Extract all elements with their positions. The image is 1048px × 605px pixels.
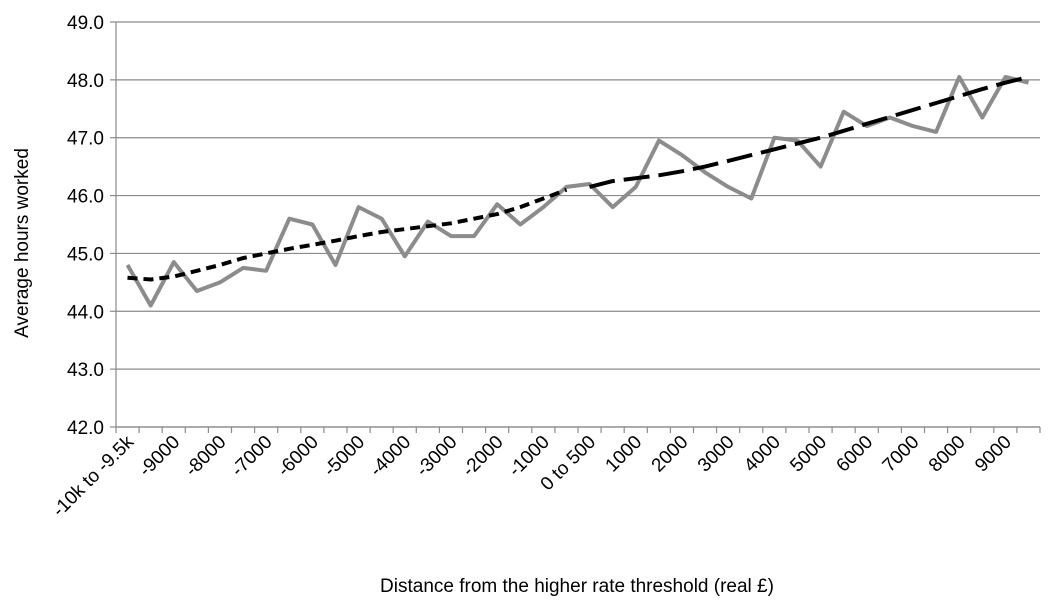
x-tick-label: 6000	[833, 432, 878, 477]
y-tick-label: 47.0	[67, 129, 104, 150]
x-tick-label: 9000	[971, 432, 1016, 477]
series-layer	[125, 75, 1029, 308]
x-tick-label: 1000	[602, 432, 647, 477]
y-axis-title: Average hours worked	[12, 148, 33, 338]
x-tick-label: -7000	[227, 432, 276, 481]
axes	[110, 21, 1041, 433]
series-line-dashed-trend-above-threshold	[589, 75, 1029, 189]
x-tick-label: -5000	[320, 432, 369, 481]
gridlines	[116, 21, 1040, 428]
x-tick-label: 5000	[786, 432, 831, 477]
tick-labels: 42.0 43.0 44.0 45.0 46.0 47.0 48.0 49.0 -10k to …	[49, 13, 1016, 521]
y-tick-label: 46.0	[67, 187, 104, 208]
series-line-dashed-trend-below-threshold	[127, 187, 568, 282]
x-tick-label: -4000	[366, 432, 415, 481]
x-tick-label: 2000	[648, 432, 693, 477]
x-tick-label: 3000	[694, 432, 739, 477]
x-tick-label: 7000	[879, 432, 924, 477]
series-line-average-hours	[125, 75, 1029, 308]
x-tick-label: -8000	[181, 432, 230, 481]
x-tick-label: 8000	[925, 432, 970, 477]
x-tick-label: -10k to -9.5k	[49, 431, 139, 521]
y-tick-label: 45.0	[67, 244, 104, 265]
y-tick-label: 44.0	[67, 302, 104, 323]
x-tick-label: -6000	[274, 432, 323, 481]
x-tick-label: -9000	[135, 432, 184, 481]
x-tick-label: -3000	[412, 432, 461, 481]
y-tick-label: 42.0	[67, 418, 104, 439]
x-tick-label: -2000	[458, 432, 507, 481]
y-tick-label: 48.0	[67, 71, 104, 92]
y-tick-label: 43.0	[67, 360, 104, 381]
x-tick-label: 4000	[740, 432, 785, 477]
x-axis-title: Distance from the higher rate threshold …	[380, 576, 774, 597]
y-tick-label: 49.0	[67, 13, 104, 34]
